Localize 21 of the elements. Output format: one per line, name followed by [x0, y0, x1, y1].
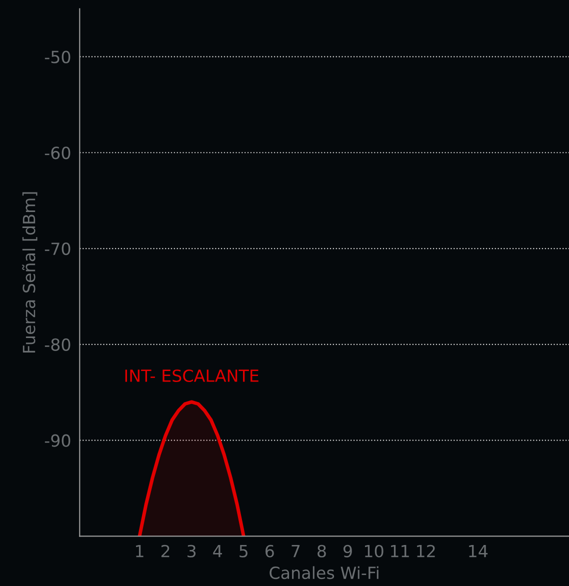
x-axis-title: Canales Wi-Fi — [270, 566, 378, 580]
y-tick-label: -80 — [44, 338, 70, 351]
x-tick-label: 8 — [318, 544, 326, 558]
series-label: INT- ESCALANTE — [125, 369, 258, 382]
x-tick-label: 10 — [365, 544, 384, 558]
y-tick-label: -90 — [44, 434, 70, 447]
x-tick-label: 5 — [240, 545, 248, 558]
x-tick-label: 9 — [344, 544, 352, 558]
y-axis-title: Fuerza Señal [dBm] — [22, 192, 38, 353]
x-tick-label: 12 — [417, 544, 435, 558]
x-tick-label: 2 — [161, 544, 170, 558]
y-tick-label: -50 — [44, 50, 70, 64]
y-tick-label: -60 — [44, 146, 70, 160]
y-tick-label: -70 — [44, 242, 70, 256]
x-tick-label: 3 — [188, 544, 196, 558]
x-tick-label: 14 — [469, 545, 488, 558]
x-tick-label: 11 — [391, 545, 409, 558]
x-tick-label: 7 — [292, 545, 300, 558]
x-tick-label: 6 — [266, 544, 274, 558]
x-tick-label: 1 — [136, 545, 144, 558]
x-tick-label: 4 — [213, 545, 222, 558]
